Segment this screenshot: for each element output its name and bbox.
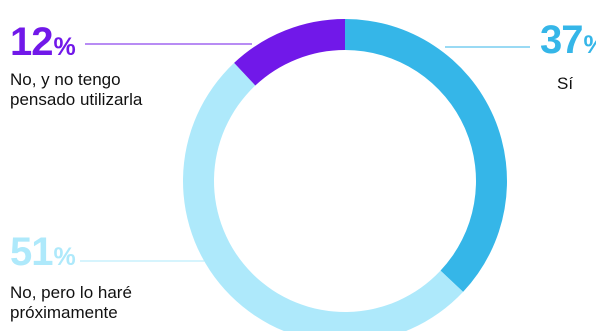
label-no-y-no: No, y no tengo pensado utilizarla [10, 70, 143, 109]
label-no-pero: No, pero lo haré próximamente [10, 283, 132, 322]
donut-slice-no-pero [183, 62, 464, 331]
percent-si-unit: % [584, 31, 596, 59]
percent-si-value: 37 [540, 18, 583, 62]
donut-slice-si [345, 19, 507, 292]
percent-no-pero: 51% [10, 232, 76, 272]
percent-si: 37% [540, 20, 596, 60]
percent-no-pero-value: 51 [10, 230, 53, 274]
percent-no-y-no: 12% [10, 22, 76, 62]
percent-no-y-no-value: 12 [10, 20, 53, 64]
donut-slice-no-y-no [234, 19, 345, 86]
percent-no-pero-unit: % [53, 243, 76, 271]
label-si: Sí [557, 74, 574, 93]
percent-no-y-no-unit: % [53, 33, 76, 61]
